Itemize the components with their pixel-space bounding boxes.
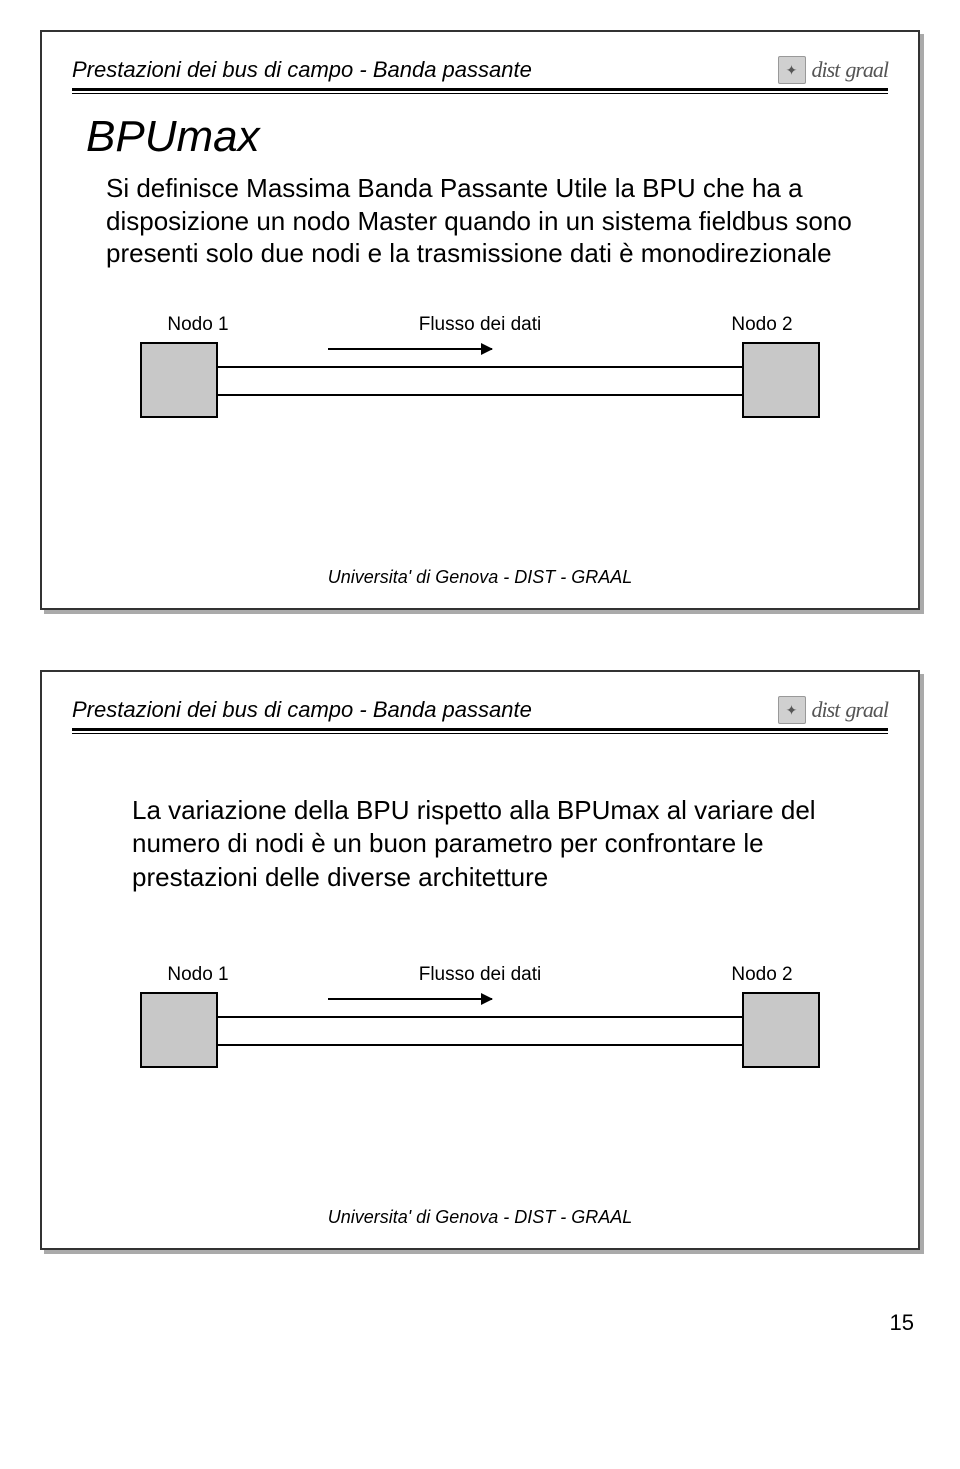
arrow-head-icon: [481, 343, 493, 355]
footer: Universita' di Genova - DIST - GRAAL: [42, 567, 918, 588]
main-title: BPUmax: [86, 112, 888, 162]
node-box-2: [742, 342, 820, 418]
divider: [72, 88, 888, 94]
bus-line-bottom: [218, 394, 742, 396]
bus-diagram: Nodo 1 Flusso dei dati Nodo 2: [140, 964, 820, 1084]
bus-lines: [218, 366, 742, 396]
bus-line-top: [218, 366, 742, 368]
bus-row: [140, 342, 820, 418]
slide-2: Prestazioni dei bus di campo - Banda pas…: [40, 670, 920, 1250]
bus-row: [140, 992, 820, 1068]
node-box-2: [742, 992, 820, 1068]
diagram-labels: Nodo 1 Flusso dei dati Nodo 2: [140, 314, 820, 336]
arrow-line: [328, 348, 492, 350]
slide-header: Prestazioni dei bus di campo - Banda pas…: [72, 696, 888, 724]
logo: ✦ dist graal: [778, 56, 888, 84]
slide-header: Prestazioni dei bus di campo - Banda pas…: [72, 56, 888, 84]
node-box-1: [140, 992, 218, 1068]
node1-label: Nodo 1: [148, 964, 248, 986]
node2-label: Nodo 2: [712, 964, 812, 986]
body-text: Si definisce Massima Banda Passante Util…: [106, 172, 868, 270]
slide-header-title: Prestazioni dei bus di campo - Banda pas…: [72, 57, 532, 83]
diagram-labels: Nodo 1 Flusso dei dati Nodo 2: [140, 964, 820, 986]
flow-label: Flusso dei dati: [248, 964, 712, 986]
logo-dist: dist: [812, 57, 840, 83]
logo-dist: dist: [812, 697, 840, 723]
bus-diagram: Nodo 1 Flusso dei dati Nodo 2: [140, 314, 820, 434]
slide-header-title: Prestazioni dei bus di campo - Banda pas…: [72, 697, 532, 723]
page-number: 15: [40, 1310, 920, 1336]
body-text: La variazione della BPU rispetto alla BP…: [132, 794, 854, 894]
logo-graal: graal: [845, 57, 888, 83]
logo: ✦ dist graal: [778, 696, 888, 724]
crest-icon: ✦: [778, 56, 806, 84]
node-box-1: [140, 342, 218, 418]
footer: Universita' di Genova - DIST - GRAAL: [42, 1207, 918, 1228]
arrow-line: [328, 998, 492, 1000]
arrow-head-icon: [481, 993, 493, 1005]
bus-lines: [218, 1016, 742, 1046]
bus-line-bottom: [218, 1044, 742, 1046]
bus-line-top: [218, 1016, 742, 1018]
flow-label: Flusso dei dati: [248, 314, 712, 336]
logo-graal: graal: [845, 697, 888, 723]
crest-icon: ✦: [778, 696, 806, 724]
node1-label: Nodo 1: [148, 314, 248, 336]
node2-label: Nodo 2: [712, 314, 812, 336]
divider: [72, 728, 888, 734]
slide-1: Prestazioni dei bus di campo - Banda pas…: [40, 30, 920, 610]
